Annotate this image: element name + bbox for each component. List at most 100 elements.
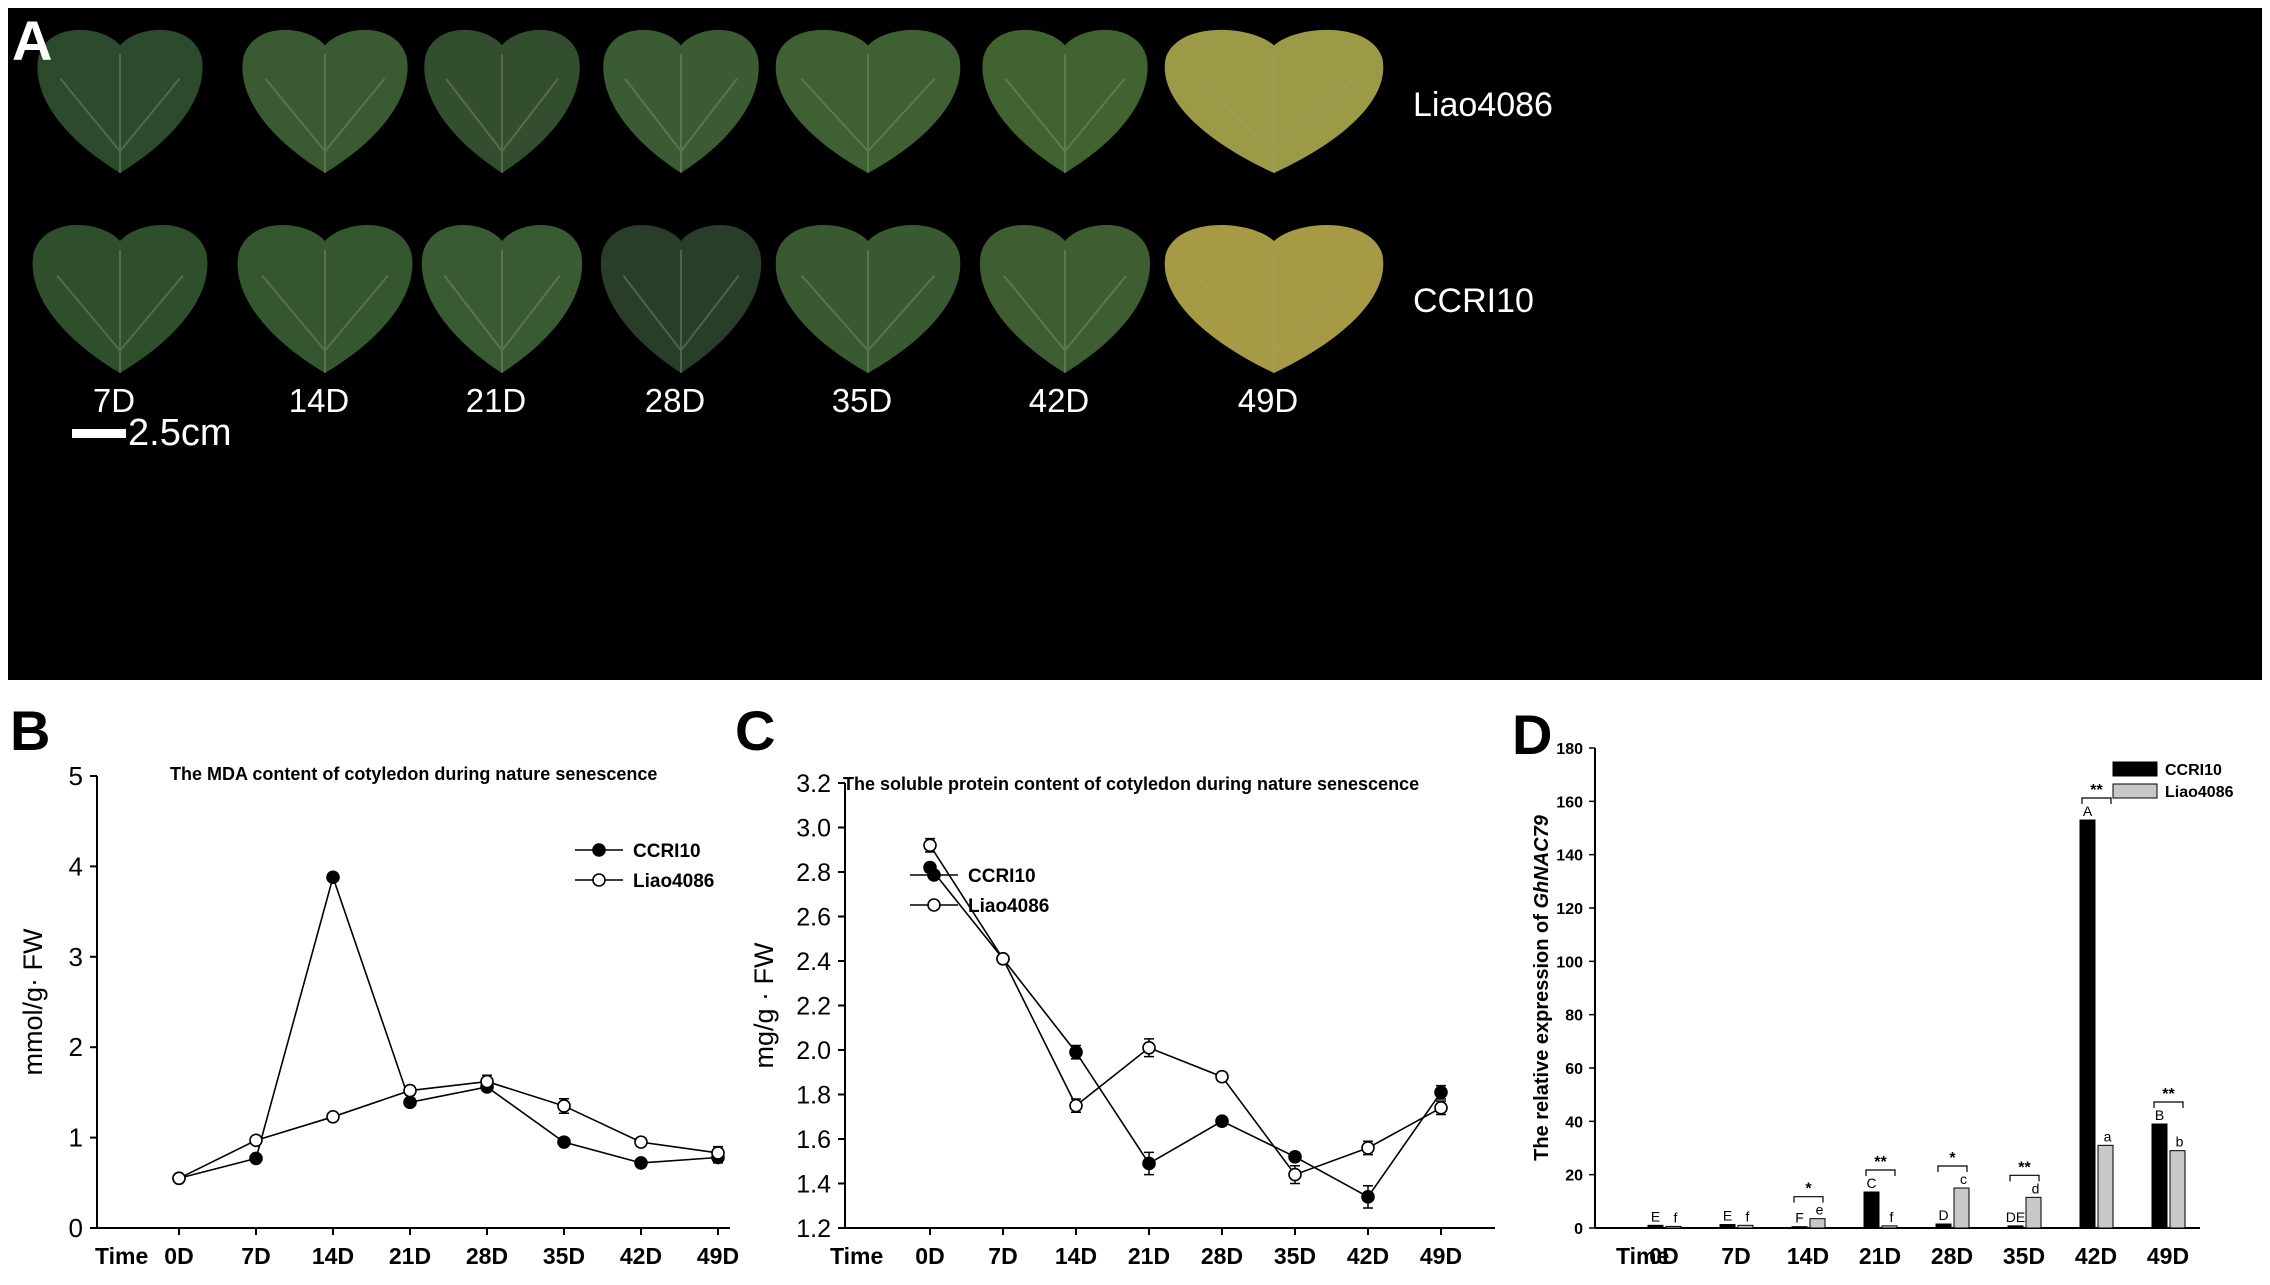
row-label-top: Liao4086 <box>1413 86 1553 124</box>
bar-letter: f <box>1746 1208 1750 1224</box>
data-point-Liao4086 <box>1361 1141 1375 1155</box>
bar-letter: e <box>1816 1202 1824 1218</box>
data-point-Liao4086 <box>1215 1069 1229 1084</box>
y-tick-label: 120 <box>1556 901 1583 918</box>
leaf-vein <box>56 250 184 373</box>
data-point-CCRI10 <box>1215 1114 1229 1129</box>
legend-label: Liao4086 <box>633 871 714 892</box>
y-tick-label: 2.0 <box>796 1037 831 1065</box>
significance-mark: * <box>1805 1181 1812 1198</box>
significance-bracket <box>1865 1169 1896 1176</box>
x-tick-label: 7D <box>241 1243 270 1269</box>
day-label: 21D <box>466 382 527 419</box>
leaf-vein <box>1194 250 1354 373</box>
x-tick-label: 42D <box>2075 1243 2117 1269</box>
data-point-CCRI10 <box>557 1135 571 1149</box>
cotyledon-photo: 7D 14D 21D 28D 35D 42D 49D A Liao4086 CCRI10 2.5cm <box>12 9 1553 454</box>
significance-bracket <box>2009 1174 2040 1182</box>
y-tick-label: 180 <box>1556 741 1583 758</box>
leaf-vein <box>445 54 559 173</box>
leaf-bottom-7D <box>32 224 208 373</box>
x-tick-label: 49D <box>2147 1243 2189 1269</box>
y-axis-label: mmol/g· FW <box>18 928 48 1076</box>
leaf-bottom-42D <box>979 224 1151 373</box>
y-tick-label: 20 <box>1565 1168 1583 1185</box>
y-tick-label: 3 <box>69 942 83 972</box>
day-label: 49D <box>1238 382 1299 419</box>
y-tick-label: 140 <box>1556 848 1583 865</box>
bar-CCRI10 <box>1791 1226 1808 1229</box>
x-axis-label: Time <box>830 1243 883 1269</box>
leaf-vein <box>264 54 386 173</box>
leaf-vein <box>443 250 561 373</box>
leaf-top-49D <box>1164 29 1384 174</box>
x-tick-label: 21D <box>1859 1243 1901 1269</box>
x-tick-label: 21D <box>389 1243 431 1269</box>
x-tick-label: 49D <box>697 1243 739 1269</box>
legend-marker <box>927 898 941 912</box>
leaf-vein <box>261 250 389 373</box>
bar-CCRI10 <box>1935 1223 1952 1229</box>
x-tick-label: 28D <box>1201 1243 1243 1269</box>
leaf-bottom-21D <box>421 224 583 373</box>
soluble-protein-chart: C 1.2 1.4 1.6 1.8 2.0 2.2 2.4 2.6 2.8 3.0 3.2 0D 7D 14… <box>735 699 1495 1269</box>
y-tick-label: 0 <box>1574 1221 1583 1238</box>
leaf-vein <box>1002 250 1128 373</box>
y-tick-label: 1.6 <box>796 1126 831 1154</box>
bar-Liao4086 <box>1665 1225 1682 1229</box>
leaf-vein <box>624 54 738 173</box>
y-tick-label: 1 <box>69 1123 83 1153</box>
bar-CCRI10 <box>1719 1224 1736 1229</box>
leaf-vein <box>800 54 936 173</box>
data-point-Liao4086 <box>923 838 937 853</box>
scale-bar <box>72 429 126 438</box>
bar-letter: B <box>2155 1107 2164 1123</box>
leaf-blade <box>775 29 961 174</box>
leaf-blade <box>1164 224 1384 373</box>
bar-CCRI10 <box>2007 1225 2024 1229</box>
significance-bracket <box>2153 1101 2184 1108</box>
x-tick-label: 35D <box>543 1243 585 1269</box>
y-axis-label: The relative expression of GhNAC79 <box>1531 814 1553 1161</box>
day-label: 7D <box>93 382 135 419</box>
x-tick-label: 28D <box>466 1243 508 1269</box>
data-point-CCRI10 <box>634 1156 648 1170</box>
leaf-blade <box>237 224 413 373</box>
bar-letter: c <box>1960 1171 1967 1187</box>
bar-CCRI10 <box>1863 1191 1880 1229</box>
bar-Liao4086 <box>2169 1150 2186 1229</box>
y-tick-label: 2.8 <box>796 859 831 887</box>
x-tick-label: 14D <box>1055 1243 1097 1269</box>
x-tick-label: 42D <box>1347 1243 1389 1269</box>
bar-Liao4086 <box>2097 1144 2114 1229</box>
bar-letter: E <box>1723 1208 1732 1224</box>
leaf-vein <box>622 250 740 373</box>
panel-a-letter: A <box>12 9 52 72</box>
leaf-blade <box>603 29 759 174</box>
cotyledon-photo-panel: 7D 14D 21D 28D 35D 42D 49D A Liao4086 CCRI10 2.5cm <box>8 8 2262 680</box>
panel-letter: C <box>735 699 775 762</box>
x-tick-label: 14D <box>1787 1243 1829 1269</box>
x-tick-label: 21D <box>1128 1243 1170 1269</box>
leaf-bottom-49D <box>1164 224 1384 373</box>
bar-Liao4086 <box>1809 1218 1826 1229</box>
legend-label: Liao4086 <box>968 896 1049 917</box>
leaf-top-21D <box>424 29 580 174</box>
bar-letter: f <box>1890 1209 1894 1225</box>
data-point-CCRI10 <box>249 1151 263 1166</box>
data-point-Liao4086 <box>557 1099 571 1113</box>
x-tick-label: 14D <box>312 1243 354 1269</box>
day-label: 42D <box>1029 382 1090 419</box>
y-tick-label: 3.0 <box>796 815 831 843</box>
bar-Liao4086 <box>1953 1187 1970 1229</box>
legend-marker <box>927 868 941 882</box>
y-tick-label: 2 <box>69 1032 83 1062</box>
leaf-top-14D <box>242 29 408 174</box>
y-tick-label: 160 <box>1556 794 1583 811</box>
leaf-blade <box>242 29 408 174</box>
y-tick-label: 3.2 <box>796 770 831 798</box>
bar-letter: E <box>1651 1208 1660 1224</box>
bar-letter: A <box>2083 803 2093 819</box>
chart-title: The MDA content of cotyledon during natu… <box>170 764 657 784</box>
bar-letter: b <box>2176 1134 2184 1150</box>
